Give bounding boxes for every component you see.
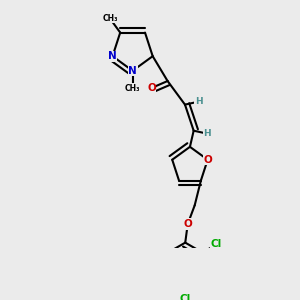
Text: O: O — [203, 155, 212, 165]
Text: Cl: Cl — [180, 293, 191, 300]
Text: N: N — [128, 66, 137, 76]
Text: O: O — [147, 83, 156, 93]
Text: N: N — [108, 51, 117, 61]
Text: CH₃: CH₃ — [125, 84, 140, 93]
Text: H: H — [203, 129, 211, 138]
Text: O: O — [183, 219, 192, 229]
Text: H: H — [195, 97, 203, 106]
Text: Cl: Cl — [211, 239, 222, 250]
Text: CH₃: CH₃ — [102, 14, 118, 23]
